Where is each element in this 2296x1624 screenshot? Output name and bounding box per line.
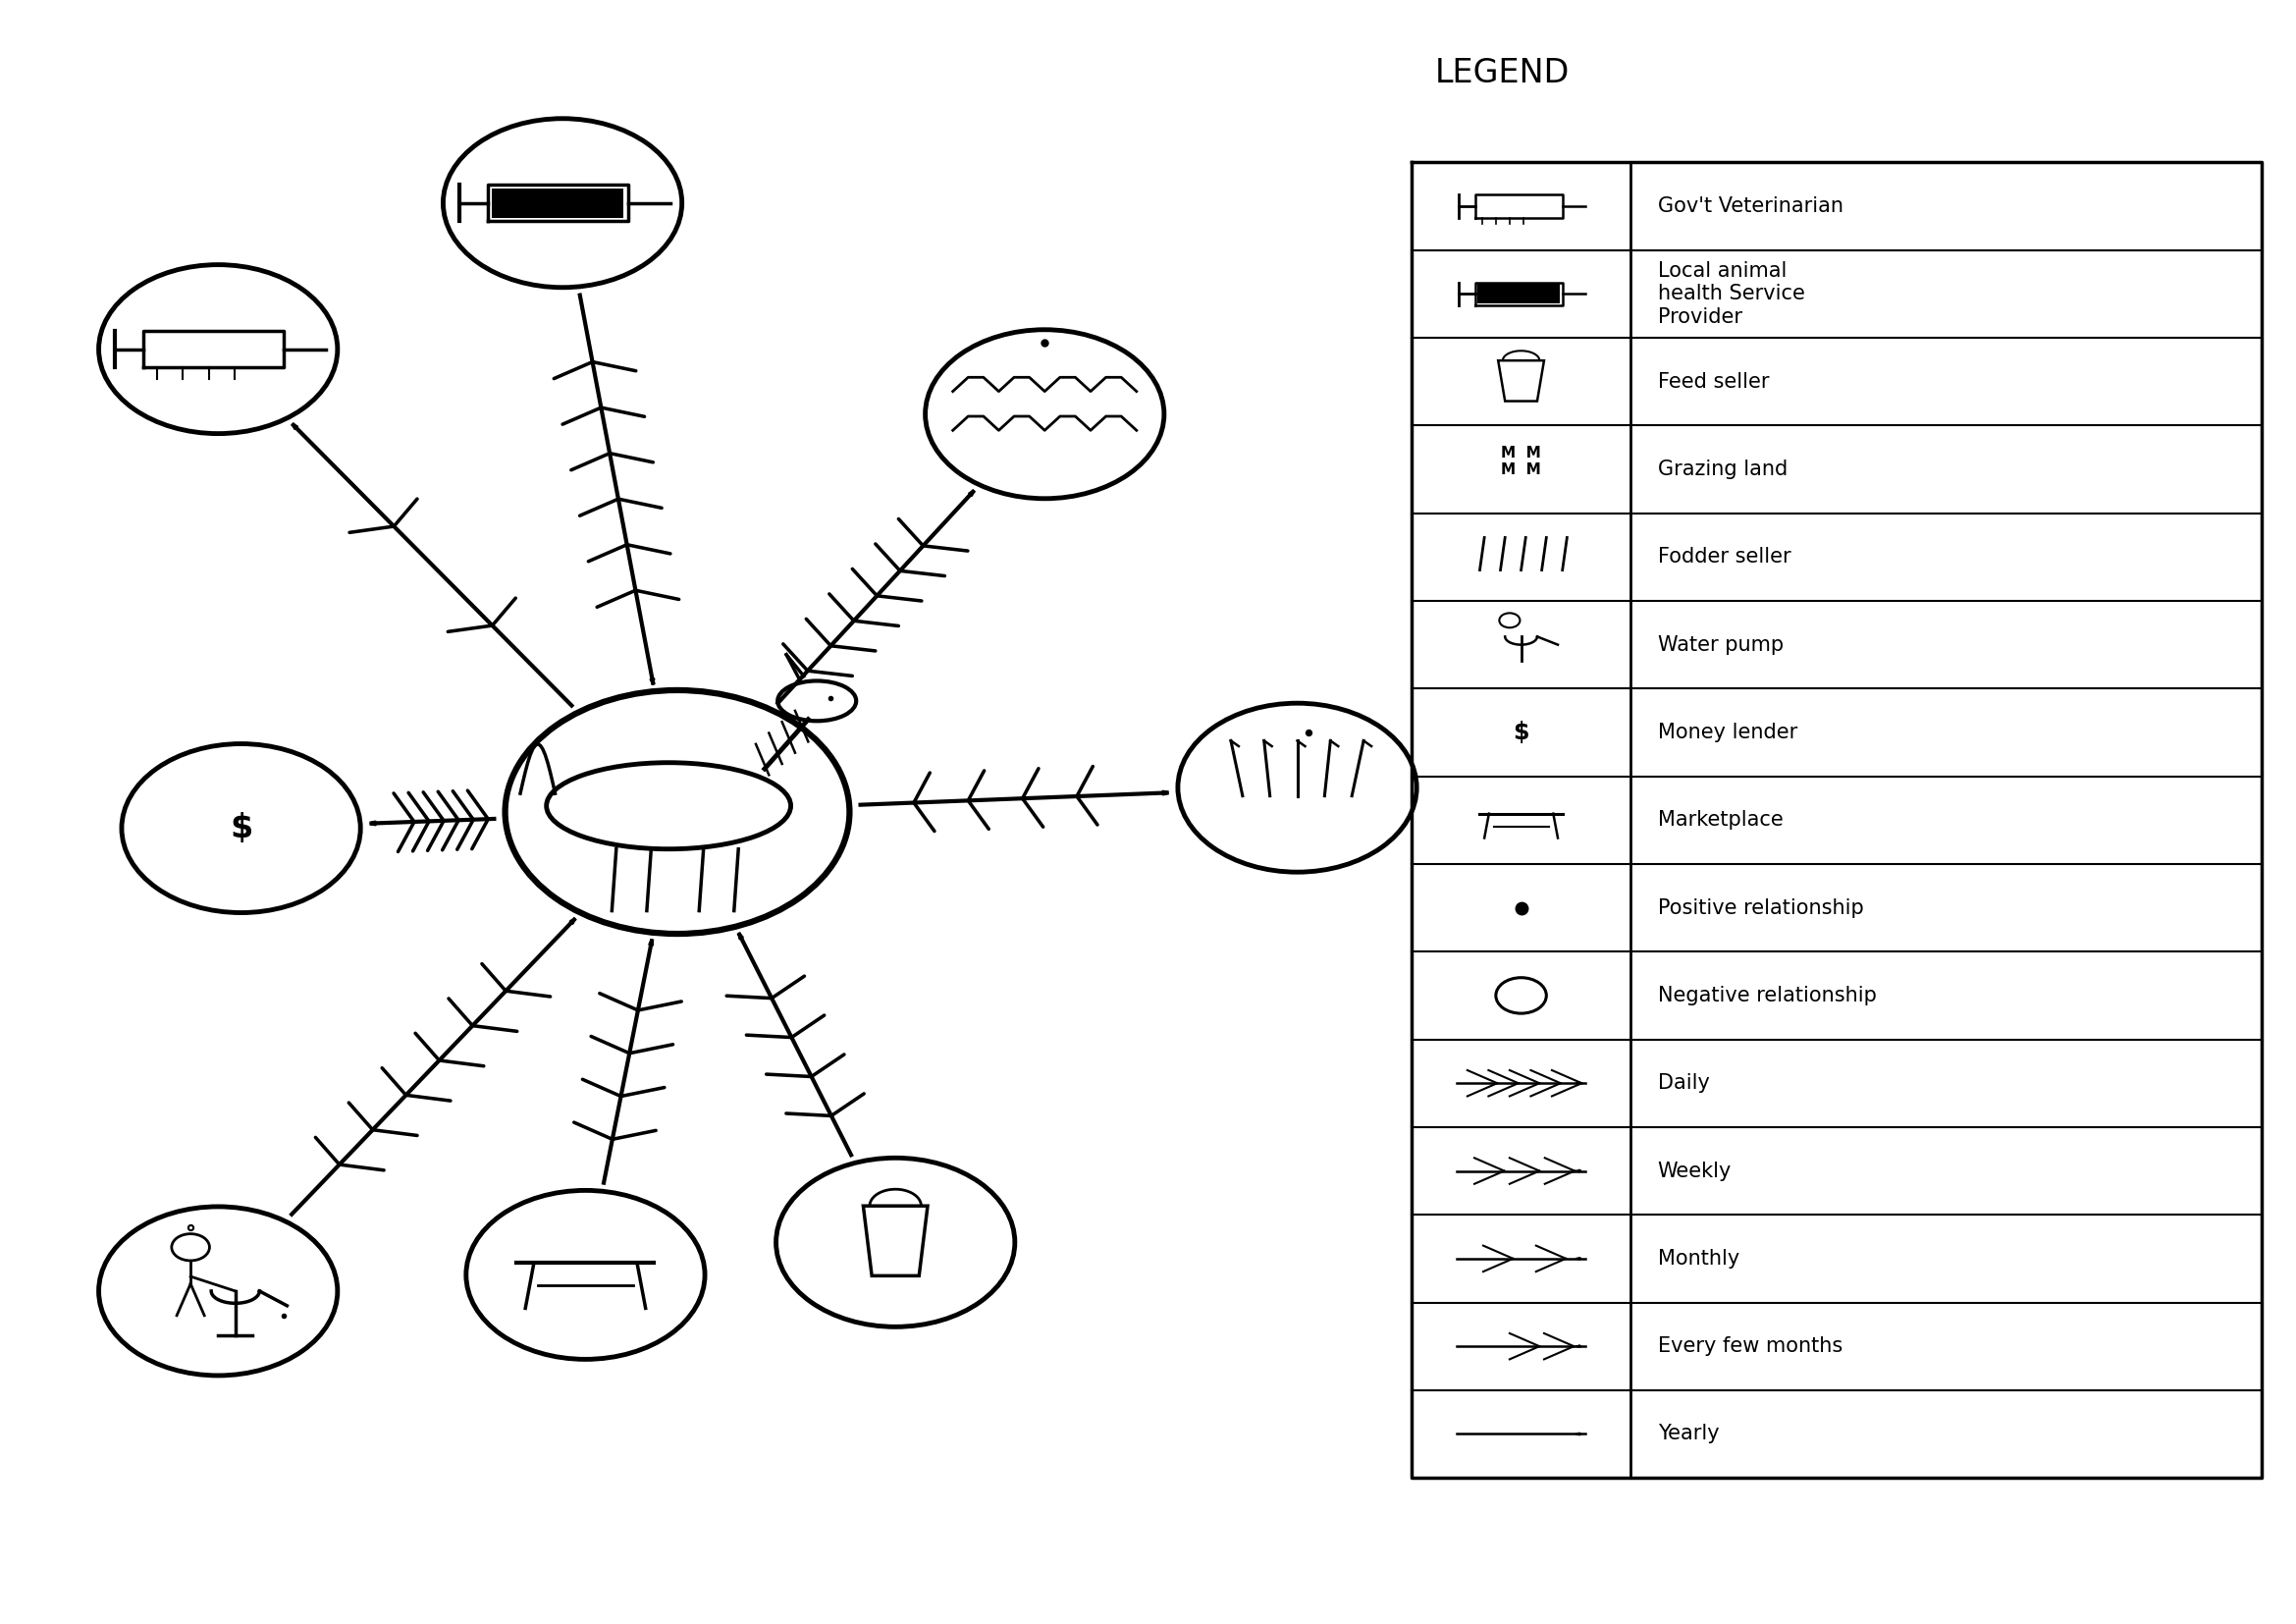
Text: Weekly: Weekly: [1658, 1161, 1731, 1181]
Text: Daily: Daily: [1658, 1073, 1711, 1093]
Circle shape: [505, 690, 850, 934]
Text: Gov't Veterinarian: Gov't Veterinarian: [1658, 197, 1844, 216]
Circle shape: [99, 1207, 338, 1376]
Text: LEGEND: LEGEND: [1435, 57, 1570, 89]
Text: $: $: [230, 812, 253, 844]
Text: Positive relationship: Positive relationship: [1658, 898, 1864, 918]
Text: Local animal
health Service
Provider: Local animal health Service Provider: [1658, 261, 1805, 326]
Text: Marketplace: Marketplace: [1658, 810, 1784, 830]
Circle shape: [1178, 703, 1417, 872]
Circle shape: [99, 265, 338, 434]
Circle shape: [443, 119, 682, 287]
Polygon shape: [1476, 284, 1561, 304]
Text: $: $: [1513, 721, 1529, 744]
Text: Every few months: Every few months: [1658, 1337, 1841, 1356]
Text: Water pump: Water pump: [1658, 635, 1784, 654]
Circle shape: [122, 744, 360, 913]
Circle shape: [776, 1158, 1015, 1327]
Text: Negative relationship: Negative relationship: [1658, 986, 1876, 1005]
Text: M  M
M  M: M M M M: [1502, 445, 1541, 477]
Text: Fodder seller: Fodder seller: [1658, 547, 1791, 567]
Text: Feed seller: Feed seller: [1658, 372, 1770, 391]
Circle shape: [466, 1190, 705, 1359]
Circle shape: [925, 330, 1164, 499]
Text: Monthly: Monthly: [1658, 1249, 1740, 1268]
Text: Grazing land: Grazing land: [1658, 460, 1789, 479]
Text: Money lender: Money lender: [1658, 723, 1798, 742]
Text: Yearly: Yearly: [1658, 1424, 1720, 1444]
Polygon shape: [491, 188, 625, 218]
